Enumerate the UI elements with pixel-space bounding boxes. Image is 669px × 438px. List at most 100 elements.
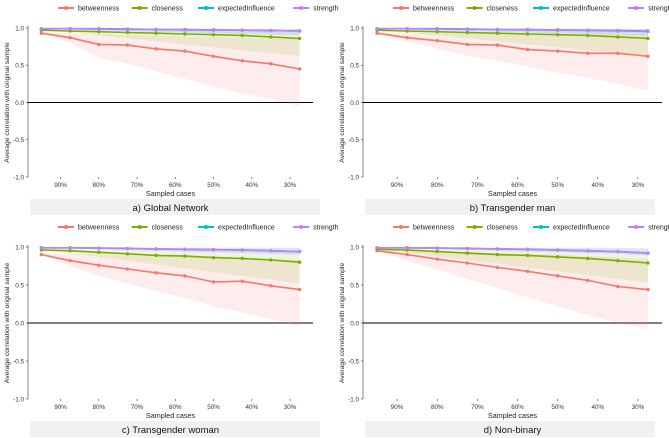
y-tick-label: 1.0 (15, 244, 24, 251)
point-strength (183, 28, 187, 32)
point-strength (183, 247, 187, 251)
legend-point-closeness (137, 6, 142, 10)
x-axis-title: Sampled cases (146, 189, 196, 198)
point-strength (616, 29, 620, 33)
legend: betweenness closeness expectedInfluence str… (393, 6, 669, 13)
panel-4: betweenness closeness expectedInfluence str… (339, 225, 669, 437)
point-strength (375, 27, 379, 31)
x-tick-label: 60% (511, 182, 524, 189)
point-strength (435, 27, 439, 31)
x-tick-label: 60% (169, 404, 182, 411)
y-tick-label: -0.5 (13, 358, 24, 365)
legend-item-strength: strength (628, 6, 669, 13)
point-strength (586, 28, 590, 33)
panel-1: betweenness closeness expectedInfluence str… (4, 6, 339, 215)
point-closeness (646, 36, 650, 41)
y-tick-label: -1.0 (348, 174, 359, 181)
band-closeness (377, 29, 648, 56)
point-betweenness (125, 267, 130, 271)
x-axis-title: Sampled cases (146, 411, 196, 420)
legend: betweenness closeness expectedInfluence str… (393, 225, 669, 232)
caption-band (365, 421, 655, 437)
point-betweenness (297, 67, 302, 71)
point-strength (240, 28, 244, 32)
point-betweenness (211, 280, 216, 284)
legend-point-expectedInfluence (539, 6, 543, 10)
y-tick-label: 0.0 (15, 320, 24, 327)
legend-point-strength (634, 225, 639, 229)
point-strength (495, 247, 500, 251)
point-closeness (297, 260, 302, 264)
point-closeness (465, 30, 470, 35)
point-strength (555, 28, 560, 32)
point-betweenness (183, 49, 187, 53)
line-closeness (376, 248, 649, 264)
caption-band (30, 199, 320, 215)
point-strength (297, 249, 302, 254)
panel-2: betweenness closeness expectedInfluence str… (339, 6, 669, 215)
point-strength (405, 246, 409, 250)
legend-item-closeness: closeness (131, 225, 183, 232)
band-betweenness (41, 32, 300, 107)
y-tick-label: -1.0 (348, 396, 359, 403)
point-betweenness (465, 42, 470, 47)
legend-point-closeness (137, 225, 142, 229)
x-tick-label: 70% (131, 404, 144, 411)
legend-item-closeness: closeness (466, 225, 518, 232)
point-strength (405, 27, 409, 31)
legend-item-strength: strength (628, 225, 669, 232)
panel-caption: d) Non-binary (484, 425, 542, 436)
point-closeness (616, 258, 620, 263)
x-tick-label: 80% (431, 182, 444, 189)
legend-item-betweenness: betweenness (58, 225, 120, 232)
point-betweenness (39, 252, 44, 257)
point-betweenness (39, 31, 44, 35)
point-betweenness (405, 35, 409, 40)
y-axis-title: Average correlation with original sample (4, 263, 11, 384)
y-tick-label: 0.5 (350, 282, 359, 289)
x-tick-label: 80% (92, 404, 105, 411)
band-betweenness (377, 32, 648, 91)
line-betweenness (376, 250, 649, 291)
legend-item-expectedInfluence: expectedInfluence (198, 6, 275, 13)
caption-band (365, 199, 655, 215)
point-strength (154, 247, 158, 251)
y-tick-label: 0.5 (15, 63, 24, 70)
point-closeness (555, 255, 560, 259)
x-tick-label: 50% (551, 404, 564, 411)
point-betweenness (555, 49, 560, 53)
legend-item-strength: strength (293, 225, 339, 232)
y-tick-label: 1.0 (350, 244, 359, 251)
point-closeness (555, 33, 560, 37)
point-closeness (240, 256, 244, 261)
point-closeness (211, 33, 216, 37)
x-tick-label: 40% (591, 404, 604, 411)
point-closeness (586, 33, 590, 38)
point-strength (555, 248, 560, 252)
y-tick-label: 0.0 (350, 320, 359, 327)
line-betweenness (41, 253, 300, 291)
x-tick-label: 70% (131, 182, 144, 189)
line-strength (377, 247, 649, 254)
point-closeness (154, 31, 158, 35)
point-strength (586, 249, 590, 253)
y-tick-label: -0.5 (348, 358, 359, 365)
point-betweenness (586, 51, 590, 56)
panel-caption: c) Transgender woman (122, 425, 219, 436)
y-tick-label: 0.5 (350, 63, 359, 70)
panel-caption: b) Transgender man (470, 203, 556, 214)
point-betweenness (435, 38, 439, 43)
legend-label-closeness: closeness (152, 6, 184, 13)
x-tick-label: 60% (511, 404, 524, 411)
point-strength (465, 246, 470, 251)
x-tick-label: 50% (207, 182, 220, 189)
point-closeness (269, 258, 273, 262)
legend-point-strength (634, 6, 639, 10)
point-betweenness (435, 257, 439, 261)
point-betweenness (269, 62, 273, 66)
point-betweenness (240, 279, 244, 283)
point-closeness (616, 35, 620, 39)
legend-item-betweenness: betweenness (393, 225, 455, 232)
legend-label-expectedInfluence: expectedInfluence (218, 6, 275, 13)
x-tick-label: 40% (245, 404, 258, 411)
